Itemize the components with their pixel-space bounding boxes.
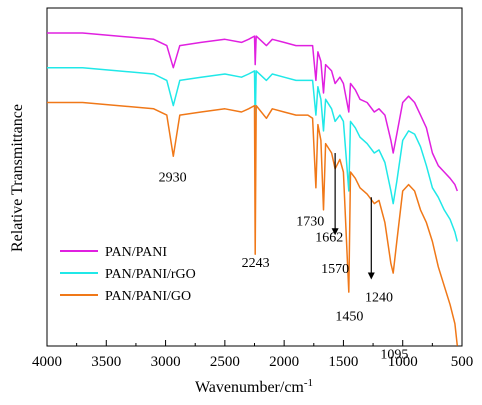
- x-tick-label-2000: 2000: [269, 354, 299, 370]
- legend: PAN/PANI PAN/PANI/rGO PAN/PANI/GO: [60, 245, 196, 304]
- x-tick-label-1000: 1000: [388, 354, 418, 370]
- x-tick-label-4000: 4000: [32, 354, 62, 370]
- legend-label-pan-pani-go: PAN/PANI/GO: [105, 289, 191, 304]
- peak-label-2243: 2243: [242, 256, 270, 271]
- legend-label-pan-pani: PAN/PANI: [105, 245, 167, 260]
- peak-label-1450: 1450: [335, 310, 363, 325]
- peak-label-1570: 1570: [321, 262, 349, 277]
- series-layer: [47, 32, 459, 346]
- legend-label-pan-pani-rgo: PAN/PANI/rGO: [105, 267, 196, 282]
- series-line-1: [47, 66, 459, 242]
- series-line-2: [47, 101, 459, 346]
- arrow-head-1: [367, 272, 375, 280]
- x-tick-label-3500: 3500: [91, 354, 121, 370]
- x-axis-title-text: Wavenumber/cm: [195, 379, 304, 396]
- peak-label-1240: 1240: [365, 291, 393, 306]
- peak-label-1095: 1095: [380, 347, 408, 362]
- x-tick-label-3000: 3000: [151, 354, 181, 370]
- peak-label-2930: 2930: [159, 170, 187, 185]
- x-tick-label-1500: 1500: [328, 354, 358, 370]
- peak-label-1662: 1662: [315, 231, 343, 246]
- peak-label-1730: 1730: [296, 215, 324, 230]
- x-ticks: 4000 3500 3000 2500 2000 1500 1000 500: [32, 340, 473, 370]
- arrow-head-0: [331, 228, 339, 236]
- x-tick-label-500: 500: [451, 354, 474, 370]
- x-axis-title: Wavenumber/cm-1: [195, 377, 313, 396]
- y-axis-title: Relative Transmittance: [9, 104, 26, 252]
- series-line-0: [47, 32, 459, 192]
- x-axis-title-sup: -1: [304, 377, 313, 389]
- x-tick-label-2500: 2500: [210, 354, 240, 370]
